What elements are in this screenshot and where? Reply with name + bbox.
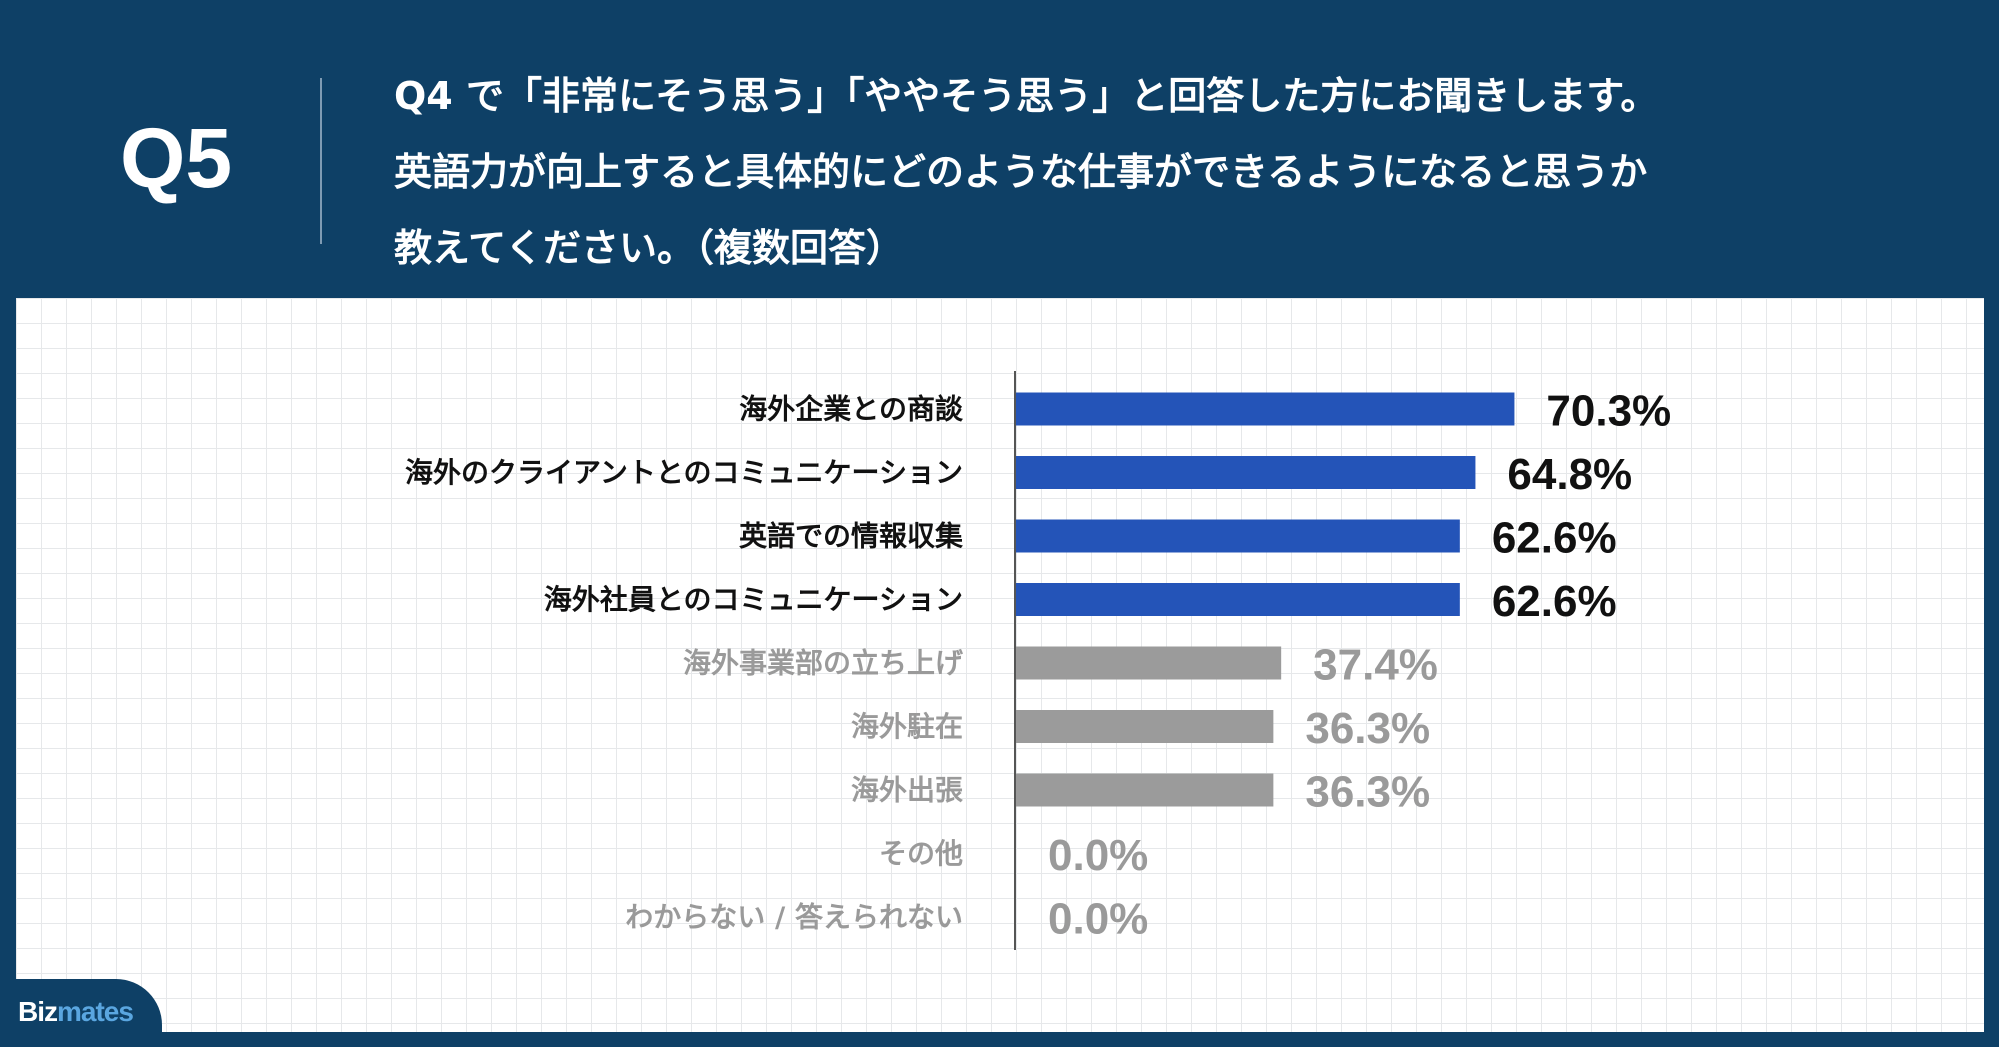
bottom-strip <box>0 1032 1999 1047</box>
value-label: 0.0% <box>1048 831 1148 880</box>
category-label: 海外事業部の立ち上げ <box>683 647 964 680</box>
category-label: その他 <box>879 837 963 870</box>
question-line-2: 英語力が向上すると具体的にどのような仕事ができるようになると思うか <box>394 150 1648 194</box>
bar <box>1016 583 1460 616</box>
category-label: 海外社員とのコミュニケーション <box>544 583 963 616</box>
bar <box>1016 646 1282 680</box>
category-label: 海外企業との商談 <box>739 393 964 426</box>
category-label: わからない / 答えられない <box>625 901 963 934</box>
category-label: 海外出張 <box>851 774 963 807</box>
brand-logo-part2: mates <box>57 996 134 1027</box>
bar <box>1016 710 1274 743</box>
value-label: 0.0% <box>1048 895 1148 944</box>
value-label: 70.3% <box>1546 387 1671 436</box>
header-divider <box>320 78 322 244</box>
value-label: 37.4% <box>1313 641 1438 690</box>
question-line-1: Q4 で「非常にそう思う」「ややそう思う」と回答した方にお聞きします。 <box>394 74 1659 118</box>
value-label: 64.8% <box>1507 450 1632 499</box>
category-label: 英語での情報収集 <box>739 520 963 553</box>
brand-logo: Bizmates <box>18 996 134 1028</box>
chart-panel: 海外企業との商談 70.3% 海外のクライアントとのコミュニケーション 64.8% 英語… <box>16 298 1984 1032</box>
brand-tab <box>0 979 162 1037</box>
question-number: Q5 <box>120 111 233 205</box>
bar-chart: 海外企業との商談 70.3% 海外のクライアントとのコミュニケーション 64.8% 英語… <box>405 371 1671 950</box>
value-label: 62.6% <box>1492 514 1617 563</box>
question-line-3: 教えてください。（複数回答） <box>394 226 904 270</box>
value-label: 36.3% <box>1305 704 1430 753</box>
value-label: 62.6% <box>1492 577 1617 626</box>
brand-logo-part1: Biz <box>18 996 58 1027</box>
bar <box>1016 773 1274 807</box>
value-label: 36.3% <box>1305 768 1430 817</box>
bar <box>1016 456 1476 489</box>
bar <box>1016 519 1460 553</box>
question-text: Q4 で「非常にそう思う」「ややそう思う」と回答した方にお聞きします。 英語力が… <box>394 58 1974 286</box>
category-label: 海外駐在 <box>851 710 963 743</box>
category-label: 海外のクライアントとのコミュニケーション <box>405 456 963 489</box>
bar <box>1016 392 1515 426</box>
header-banner: Q5 Q4 で「非常にそう思う」「ややそう思う」と回答した方にお聞きします。 英… <box>0 0 1999 298</box>
